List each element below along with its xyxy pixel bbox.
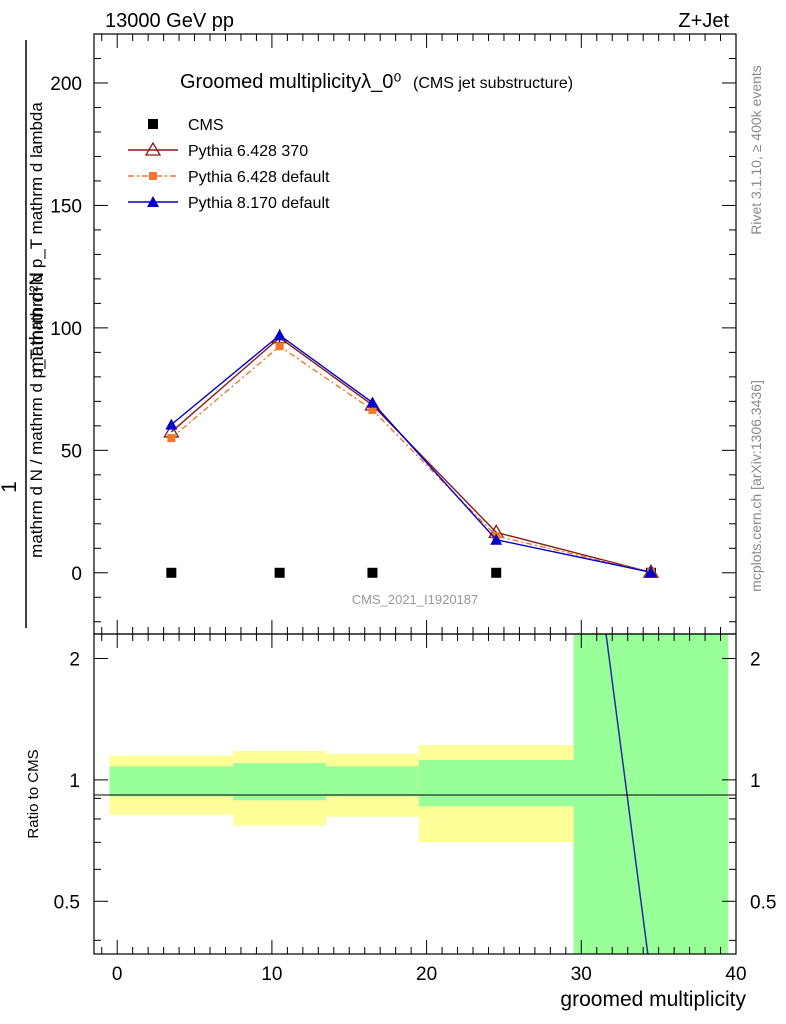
xlabel: groomed multiplicity (560, 988, 746, 1011)
ratio-inner-band-4 (573, 634, 729, 954)
x-tick-label: 20 (416, 964, 437, 985)
ratio-y-tick-label-right: 1 (750, 771, 761, 792)
series-0-point-3 (491, 567, 502, 578)
legend-marker-0 (148, 119, 158, 129)
legend-label-0: CMS (188, 117, 224, 134)
x-tick-label: 30 (571, 964, 592, 985)
series-2-point-2 (368, 405, 377, 414)
x-tick-label: 40 (725, 964, 746, 985)
x-tick-label: 10 (261, 964, 282, 985)
y-tick-label: 50 (61, 441, 82, 462)
series-1 (163, 329, 660, 578)
rivet-version: Rivet 3.1.10, ≥ 400k events (748, 65, 764, 235)
ylabel-numerator: 1 (0, 481, 21, 493)
ratio-y-tick-label: 2 (69, 649, 80, 670)
chart-title: Groomed multiplicityλ_0⁰ (CMS jet substr… (180, 71, 573, 93)
ylabel-denominator: mathrm d N / mathrm d p_T mathrm d p_T m… (27, 102, 46, 558)
header-energy: 13000 GeV pp (105, 10, 234, 32)
series-line-3 (170, 334, 652, 573)
ratio-y-tick-label: 0.5 (54, 892, 80, 913)
y-tick-label: 0 (71, 564, 82, 585)
legend-label-1: Pythia 6.428 370 (188, 143, 308, 160)
ylabel-top: mathrm d²N (27, 272, 48, 372)
series-0-point-0 (166, 567, 177, 578)
ratio-mc-line (605, 634, 649, 954)
series-line-1 (170, 336, 652, 573)
y-tick-label: 200 (50, 74, 82, 95)
main-plot-area (163, 329, 660, 578)
ratio-frame (93, 633, 737, 955)
header-process: Z+Jet (678, 10, 729, 32)
x-tick-label: 0 (112, 964, 123, 985)
ratio-bands (109, 634, 729, 954)
ratio-inner-band-2 (326, 766, 419, 797)
legend-label-3: Pythia 8.170 default (188, 195, 330, 212)
axis-ticks: 0 10 20 30 40 0 50 100 150 200 0.5 0.5 1 1 2 2 (50, 34, 776, 985)
y-tick-label: 150 (50, 196, 82, 217)
legend-label-2: Pythia 6.428 default (188, 169, 330, 186)
series-line-2 (170, 345, 652, 573)
ratio-y-tick-label-right: 0.5 (750, 892, 776, 913)
analysis-watermark: CMS_2021_I1920187 (352, 592, 479, 607)
ratio-inner-band-1 (233, 763, 327, 801)
series-0-point-2 (367, 567, 378, 578)
series-3-point-4 (644, 566, 657, 578)
series-3 (165, 329, 657, 578)
legend-marker-3 (147, 196, 159, 207)
series-3-point-2 (366, 396, 379, 408)
ratio-y-tick-label: 1 (69, 771, 80, 792)
series-3-point-3 (490, 533, 503, 545)
ratio-inner-band-0 (109, 766, 234, 797)
series-2-point-0 (167, 434, 176, 443)
ratio-y-tick-label-right: 2 (750, 649, 761, 670)
legend: CMS Pythia 6.428 370 Pythia 6.428 default P… (128, 117, 330, 212)
legend-marker-2 (149, 172, 157, 180)
series-3-point-0 (165, 418, 178, 430)
legend-marker-1 (144, 141, 162, 156)
series-0-point-1 (274, 567, 285, 578)
mcplots-credit: mcplots.cern.ch [arXiv:1306.3436] (748, 380, 764, 592)
ratio-inner-band-3 (418, 760, 574, 807)
series-2 (167, 342, 655, 577)
series-2-point-1 (275, 342, 284, 351)
ratio-ylabel: Ratio to CMS (25, 749, 42, 838)
y-tick-label: 100 (50, 319, 82, 340)
series-0 (166, 567, 656, 578)
